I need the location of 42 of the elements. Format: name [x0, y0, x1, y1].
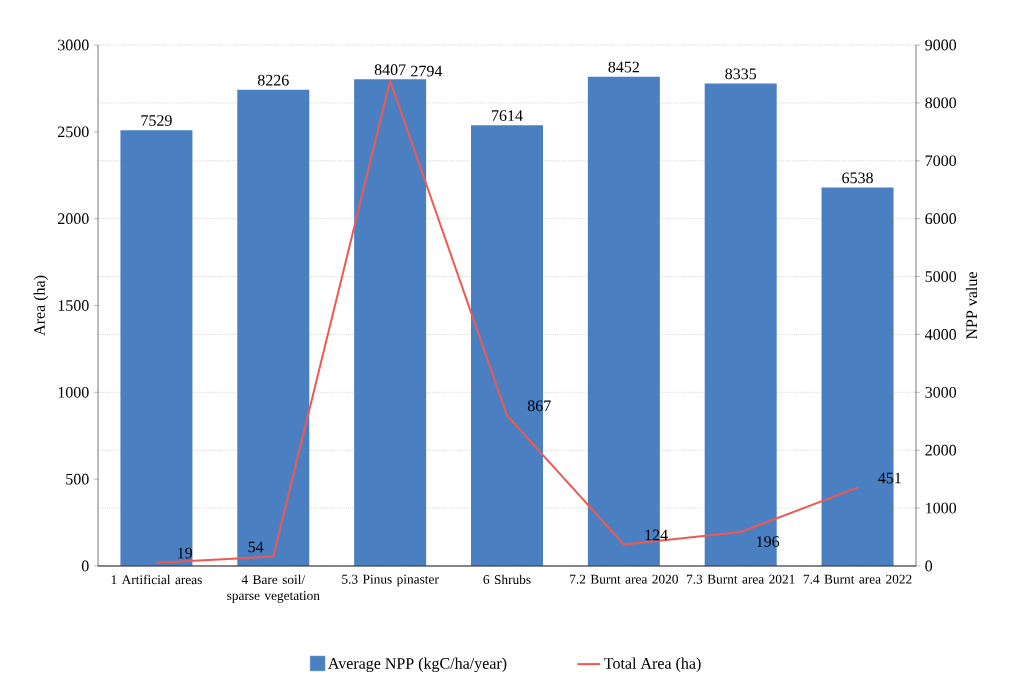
bar — [354, 79, 427, 566]
x-tick-label: 4 Bare soil/ sparse vegetation — [227, 574, 320, 603]
data-label: 54 — [248, 541, 264, 553]
bar — [704, 83, 777, 566]
y-axis-title: Area (ha) — [33, 275, 49, 336]
y2-tick-label: 7000 — [925, 155, 957, 167]
data-label: 8407 — [374, 64, 406, 76]
x-tick-label: 7.2 Burnt area 2020 — [570, 574, 678, 584]
x-tick-label: 5.3 Pinus pinaster — [342, 574, 439, 587]
y-tick-label: 1500 — [58, 300, 89, 311]
data-label: 8335 — [725, 68, 757, 80]
data-label: 19 — [178, 547, 193, 559]
y2-tick-label: 6000 — [925, 213, 957, 225]
y2-tick-label: 5000 — [925, 271, 957, 282]
y-tick-label: 2500 — [58, 126, 89, 138]
data-label: 8452 — [608, 61, 639, 73]
x-tick-label: 7.3 Burnt area 2021 — [686, 574, 795, 584]
y-tick-label: 1000 — [58, 386, 89, 398]
y2-tick-label: 9000 — [925, 39, 957, 51]
data-label: 2794 — [411, 65, 443, 77]
x-tick-label: 1 Artificial areas — [111, 574, 202, 585]
y-tick-label: 0 — [81, 560, 89, 572]
bar — [237, 89, 310, 566]
y2-tick-label: 2000 — [925, 444, 957, 456]
y2-tick-label: 8000 — [925, 97, 957, 109]
y2-tick-label: 4000 — [925, 329, 957, 340]
y2-tick-label: 3000 — [925, 386, 957, 398]
y2-tick-label: 0 — [925, 560, 933, 572]
data-label: 6538 — [842, 172, 873, 184]
bar — [120, 130, 193, 566]
data-label: 8226 — [257, 74, 289, 86]
y-tick-label: 2000 — [58, 213, 89, 225]
x-tick-label: 7.4 Burnt area 2022 — [803, 574, 912, 584]
legend-label: Total Area (ha) — [604, 657, 701, 673]
legend-label: Average NPP (kgC/ha/year) — [328, 657, 507, 673]
y2-axis-title: NPP value — [965, 272, 978, 340]
y-tick-label: 3000 — [58, 39, 89, 51]
y2-tick-label: 1000 — [926, 502, 957, 514]
y-tick-label: 500 — [66, 473, 89, 485]
x-tick-label: 6 Shrubs — [483, 574, 531, 585]
data-label: 7529 — [141, 115, 172, 126]
data-label: 7614 — [492, 110, 523, 121]
